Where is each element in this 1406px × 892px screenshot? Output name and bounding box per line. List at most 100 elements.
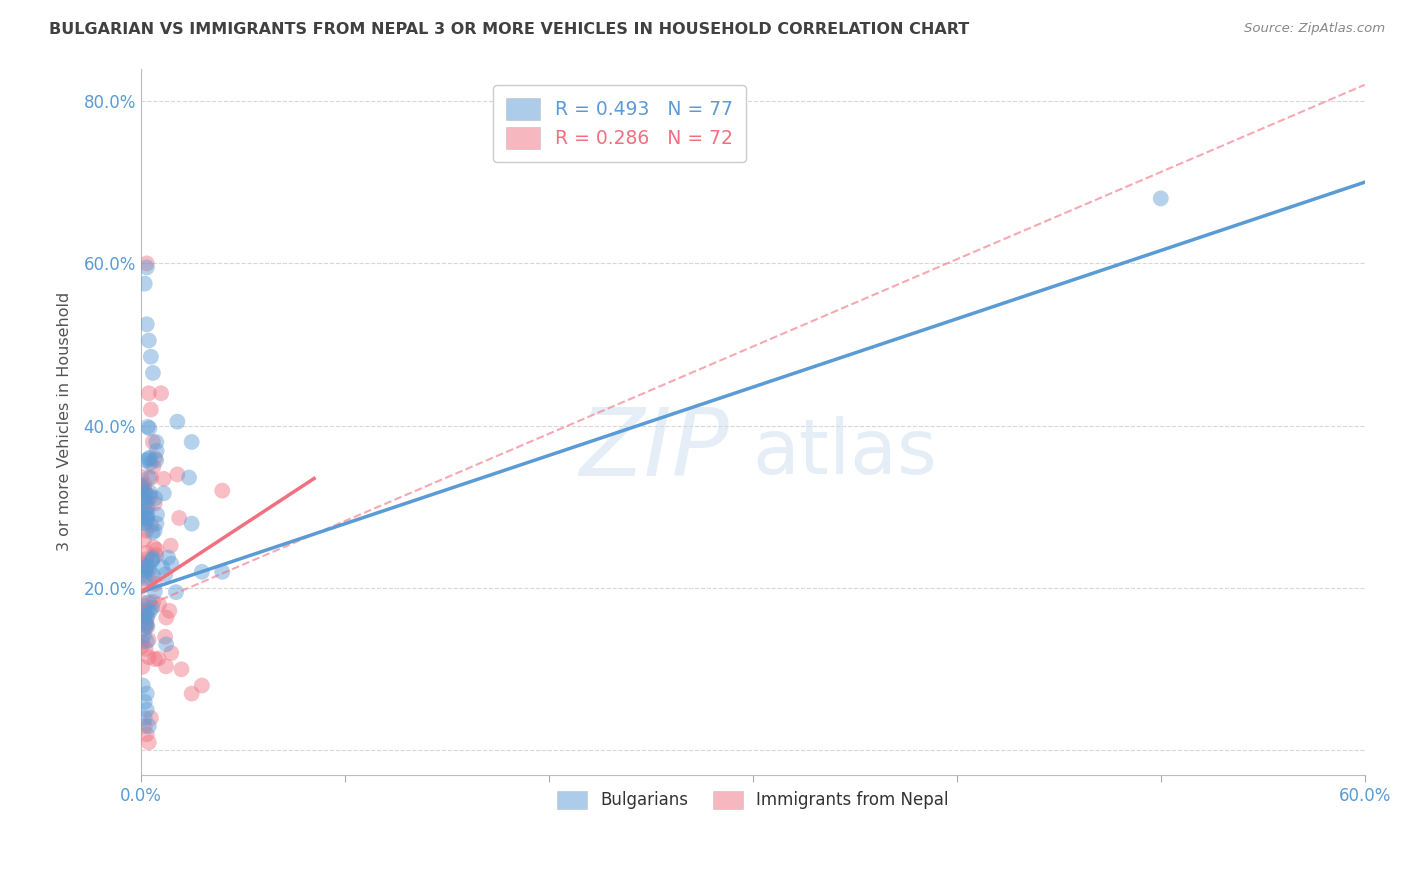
Point — [148, 651, 170, 665]
Point — [131, 479, 153, 493]
Point — [135, 318, 157, 332]
Point — [138, 650, 160, 665]
Point — [141, 553, 163, 567]
Point — [177, 470, 200, 484]
Point — [138, 570, 160, 584]
Point — [134, 277, 156, 291]
Point — [134, 615, 156, 629]
Point — [139, 350, 162, 364]
Point — [139, 402, 162, 417]
Point — [138, 595, 160, 609]
Point — [160, 646, 183, 660]
Point — [132, 482, 155, 496]
Point — [135, 703, 157, 717]
Point — [138, 471, 160, 485]
Point — [139, 485, 162, 500]
Point — [132, 500, 155, 515]
Point — [138, 450, 160, 465]
Point — [138, 563, 160, 577]
Point — [191, 679, 214, 693]
Point — [145, 542, 167, 557]
Point — [157, 604, 180, 618]
Point — [131, 558, 153, 572]
Point — [136, 500, 159, 515]
Point — [142, 595, 165, 609]
Point — [143, 652, 166, 666]
Point — [135, 727, 157, 741]
Point — [141, 471, 163, 485]
Point — [131, 559, 153, 574]
Point — [134, 509, 156, 524]
Point — [145, 453, 167, 467]
Point — [139, 456, 162, 470]
Point — [135, 559, 157, 574]
Point — [155, 659, 177, 673]
Point — [143, 584, 166, 599]
Point — [135, 641, 157, 656]
Point — [134, 719, 156, 733]
Point — [143, 497, 166, 511]
Point — [134, 695, 156, 709]
Point — [159, 539, 181, 553]
Point — [132, 533, 155, 547]
Point — [145, 549, 167, 563]
Text: atlas: atlas — [752, 417, 938, 491]
Point — [138, 719, 160, 733]
Point — [135, 634, 157, 648]
Point — [142, 459, 165, 474]
Point — [142, 434, 165, 449]
Point — [143, 541, 166, 555]
Point — [152, 472, 174, 486]
Point — [138, 386, 160, 401]
Point — [131, 660, 153, 674]
Point — [167, 511, 190, 525]
Point — [131, 481, 153, 495]
Point — [134, 621, 156, 635]
Point — [148, 598, 170, 612]
Point — [141, 552, 163, 566]
Point — [134, 486, 156, 500]
Point — [135, 260, 157, 275]
Point — [155, 567, 177, 582]
Point — [134, 453, 156, 467]
Point — [136, 605, 159, 619]
Point — [131, 479, 153, 493]
Point — [134, 477, 156, 491]
Y-axis label: 3 or more Vehicles in Household: 3 or more Vehicles in Household — [58, 292, 72, 551]
Point — [131, 605, 153, 619]
Point — [135, 502, 157, 516]
Point — [211, 483, 233, 498]
Point — [143, 577, 166, 591]
Point — [138, 488, 160, 502]
Point — [135, 619, 157, 633]
Point — [134, 711, 156, 725]
Point — [134, 599, 156, 613]
Point — [131, 483, 153, 498]
Point — [191, 565, 214, 579]
Point — [135, 612, 157, 626]
Point — [142, 550, 165, 565]
Point — [131, 568, 153, 582]
Point — [155, 637, 177, 651]
Point — [134, 492, 156, 507]
Point — [145, 435, 167, 450]
Point — [138, 334, 160, 348]
Text: BULGARIAN VS IMMIGRANTS FROM NEPAL 3 OR MORE VEHICLES IN HOUSEHOLD CORRELATION C: BULGARIAN VS IMMIGRANTS FROM NEPAL 3 OR … — [49, 22, 970, 37]
Point — [136, 511, 159, 525]
Point — [135, 494, 157, 508]
Point — [138, 421, 160, 435]
Point — [131, 491, 153, 506]
Point — [132, 516, 155, 530]
Point — [135, 616, 157, 631]
Point — [138, 632, 160, 647]
Point — [132, 610, 155, 624]
Point — [135, 552, 157, 566]
Point — [143, 451, 166, 466]
Point — [150, 386, 173, 401]
Point — [211, 565, 233, 579]
Point — [135, 512, 157, 526]
Point — [134, 607, 156, 621]
Point — [138, 452, 160, 467]
Point — [136, 620, 159, 634]
Point — [135, 617, 157, 632]
